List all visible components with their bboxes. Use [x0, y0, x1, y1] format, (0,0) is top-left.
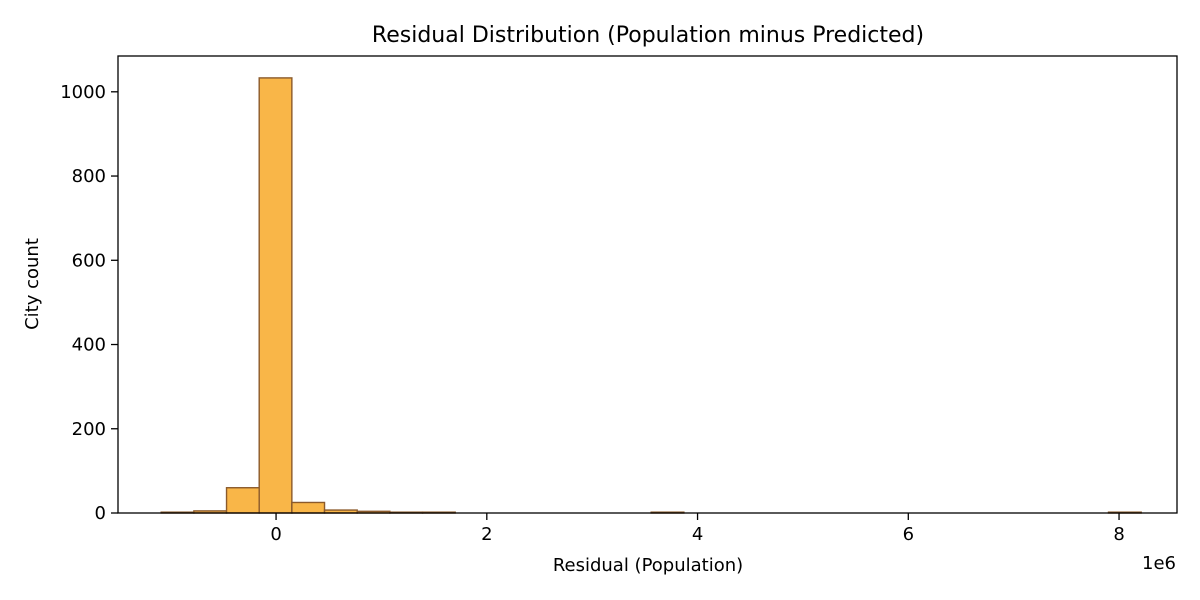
- x-axis-offset-label: 1e6: [1142, 553, 1176, 574]
- y-tick-label: 600: [72, 250, 106, 271]
- x-tick-label: 6: [903, 524, 914, 545]
- y-axis-ticks: 0 200 400 600 800 1000: [60, 82, 118, 524]
- histogram-bar: [258, 77, 293, 514]
- x-tick-label: 4: [692, 524, 703, 545]
- y-axis-label: City count: [22, 238, 43, 330]
- histogram-bar: [291, 501, 326, 514]
- y-tick-label: 0: [95, 503, 106, 524]
- x-tick-label: 8: [1113, 524, 1124, 545]
- y-tick-label: 400: [72, 335, 106, 356]
- x-axis-label: Residual (Population): [553, 555, 743, 576]
- y-tick-label: 800: [72, 166, 106, 187]
- x-tick-label: 0: [270, 524, 281, 545]
- y-tick-label: 200: [72, 419, 106, 440]
- chart-title: Residual Distribution (Population minus …: [372, 23, 924, 48]
- plot-frame: [117, 55, 1178, 514]
- x-axis-ticks: 0 2 4 6 8: [270, 513, 1125, 545]
- x-tick-label: 2: [481, 524, 492, 545]
- histogram-bars: [160, 77, 1142, 514]
- histogram-bar: [225, 487, 260, 514]
- y-tick-label: 1000: [60, 82, 106, 103]
